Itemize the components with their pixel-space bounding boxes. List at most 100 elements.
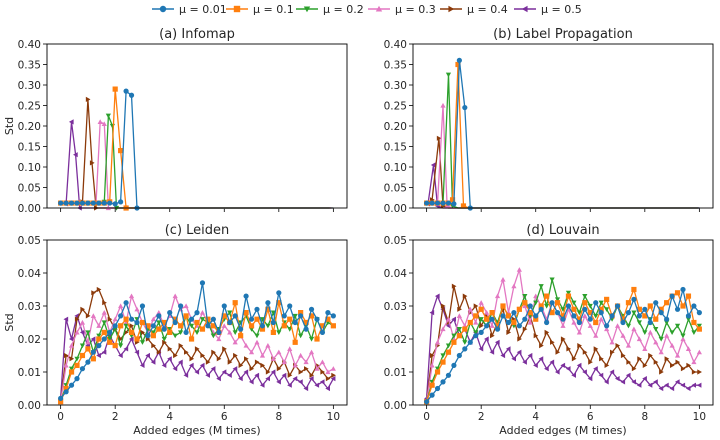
data-point: [565, 366, 571, 372]
data-point: [484, 336, 489, 342]
data-point: [445, 349, 452, 355]
data-point: [642, 313, 648, 319]
y-tick-label: 0.35: [18, 59, 41, 71]
data-point: [151, 343, 156, 349]
data-point: [156, 320, 162, 326]
data-point: [593, 319, 599, 326]
data-point: [609, 313, 615, 319]
data-point: [74, 316, 80, 322]
data-point: [238, 333, 244, 339]
data-point: [248, 316, 255, 322]
data-point: [691, 382, 696, 388]
data-point: [210, 323, 216, 329]
data-point: [636, 336, 642, 342]
data-point: [478, 306, 484, 312]
data-point: [680, 366, 686, 372]
data-point: [232, 339, 238, 345]
data-point: [642, 330, 648, 335]
data-point: [658, 310, 664, 316]
y-tick-label: 0.00: [18, 400, 41, 412]
data-point: [533, 333, 539, 339]
data-point: [462, 346, 468, 352]
data-point: [123, 316, 129, 322]
y-tick-label: 0.00: [384, 203, 407, 215]
data-point: [270, 356, 276, 361]
data-point: [680, 303, 686, 309]
data-point: [232, 330, 238, 335]
data-point: [484, 323, 490, 329]
data-point: [270, 369, 276, 375]
series: [424, 61, 698, 209]
y-tick-label: 0.10: [18, 162, 41, 174]
y-tick-label: 0.25: [384, 100, 407, 112]
data-point: [129, 323, 135, 329]
data-point: [227, 329, 233, 335]
panel-title: (a) Infomap: [159, 27, 235, 42]
data-point: [456, 352, 462, 359]
data-point: [609, 339, 615, 345]
data-point: [539, 343, 544, 349]
data-point: [134, 349, 140, 355]
data-point: [599, 356, 604, 362]
data-point: [516, 323, 522, 329]
data-point: [167, 310, 173, 316]
data-point: [63, 200, 69, 206]
data-point: [494, 339, 500, 345]
data-point: [664, 320, 670, 326]
data-point: [270, 310, 276, 316]
data-point: [593, 300, 599, 306]
axes-frame: [412, 43, 714, 209]
panel-louvain: (d) Louvain 0.00 0.01 0.02 0.03 0.04 0.05 0 2 4 6 8…: [384, 223, 714, 437]
data-point: [696, 310, 702, 316]
data-point: [68, 369, 75, 375]
data-point: [686, 362, 692, 368]
data-point: [107, 329, 113, 335]
series-line: [60, 302, 334, 402]
data-point: [544, 319, 550, 326]
data-point: [642, 362, 648, 368]
data-point: [445, 343, 452, 349]
data-point: [669, 293, 675, 299]
data-point: [79, 352, 86, 359]
data-point: [560, 362, 566, 368]
data-point: [462, 104, 468, 111]
data-point: [434, 200, 441, 206]
data-point: [85, 96, 91, 102]
data-point: [434, 339, 441, 345]
data-point: [522, 316, 528, 322]
series-line: [60, 121, 331, 209]
data-point: [478, 329, 484, 335]
series: [58, 300, 336, 405]
data-point: [80, 306, 86, 312]
legend-label: μ = 0.5: [541, 3, 582, 16]
data-point: [571, 356, 577, 362]
data-point: [68, 343, 75, 348]
data-point: [319, 359, 326, 365]
data-point: [248, 379, 254, 385]
data-point: [642, 306, 648, 312]
data-point: [620, 352, 626, 359]
data-point: [63, 316, 69, 322]
data-point: [625, 300, 632, 306]
data-point: [101, 121, 107, 127]
series: [424, 286, 702, 405]
data-point: [63, 362, 69, 368]
data-point: [505, 346, 511, 352]
data-point: [259, 382, 265, 388]
data-point: [118, 323, 124, 329]
data-point: [134, 306, 140, 312]
data-point: [118, 313, 124, 319]
data-point: [85, 339, 91, 345]
legend-marker: [375, 5, 383, 12]
data-point: [97, 119, 103, 124]
data-point: [674, 323, 681, 329]
data-point: [494, 293, 501, 299]
data-point: [139, 340, 146, 345]
series-line: [60, 90, 334, 209]
data-point: [183, 329, 189, 335]
data-point: [631, 286, 637, 293]
data-point: [112, 343, 118, 349]
data-point: [156, 310, 162, 315]
data-point: [653, 359, 659, 365]
data-point: [216, 356, 222, 362]
